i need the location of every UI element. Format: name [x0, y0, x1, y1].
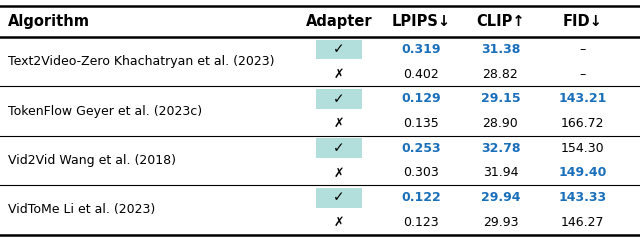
- Text: –: –: [579, 68, 586, 81]
- Text: 154.30: 154.30: [561, 142, 604, 155]
- Text: 0.303: 0.303: [403, 166, 439, 179]
- Text: 0.122: 0.122: [401, 191, 441, 204]
- Text: 31.94: 31.94: [483, 166, 518, 179]
- FancyBboxPatch shape: [316, 39, 362, 59]
- Text: ✓: ✓: [333, 141, 345, 155]
- Text: ✗: ✗: [334, 117, 344, 130]
- Text: 146.27: 146.27: [561, 216, 604, 229]
- Text: 0.135: 0.135: [403, 117, 439, 130]
- Text: ✗: ✗: [334, 166, 344, 179]
- Text: 143.21: 143.21: [558, 92, 607, 105]
- Text: 143.33: 143.33: [558, 191, 607, 204]
- Text: LPIPS↓: LPIPS↓: [392, 14, 451, 29]
- Text: FID↓: FID↓: [563, 14, 602, 29]
- Text: 149.40: 149.40: [558, 166, 607, 179]
- Text: 166.72: 166.72: [561, 117, 604, 130]
- Text: 0.129: 0.129: [401, 92, 441, 105]
- FancyBboxPatch shape: [316, 138, 362, 158]
- Text: Algorithm: Algorithm: [8, 14, 90, 29]
- Text: TokenFlow Geyer et al. (2023c): TokenFlow Geyer et al. (2023c): [8, 105, 202, 118]
- Text: ✓: ✓: [333, 191, 345, 205]
- Text: 32.78: 32.78: [481, 142, 520, 155]
- Text: 31.38: 31.38: [481, 43, 520, 56]
- Text: ✓: ✓: [333, 42, 345, 56]
- FancyBboxPatch shape: [316, 188, 362, 207]
- Text: ✓: ✓: [333, 92, 345, 106]
- Text: ✗: ✗: [334, 68, 344, 81]
- Text: Vid2Vid Wang et al. (2018): Vid2Vid Wang et al. (2018): [8, 154, 175, 167]
- Text: 29.93: 29.93: [483, 216, 518, 229]
- Text: 0.402: 0.402: [403, 68, 439, 81]
- Text: –: –: [579, 43, 586, 56]
- Text: 0.123: 0.123: [403, 216, 439, 229]
- Text: CLIP↑: CLIP↑: [476, 14, 525, 29]
- Text: 29.94: 29.94: [481, 191, 520, 204]
- Text: ✗: ✗: [334, 216, 344, 229]
- Text: 29.15: 29.15: [481, 92, 520, 105]
- Text: 28.82: 28.82: [483, 68, 518, 81]
- Text: 0.319: 0.319: [401, 43, 441, 56]
- FancyBboxPatch shape: [316, 89, 362, 109]
- Text: 0.253: 0.253: [401, 142, 441, 155]
- Text: Text2Video-Zero Khachatryan et al. (2023): Text2Video-Zero Khachatryan et al. (2023…: [8, 55, 274, 68]
- Text: Adapter: Adapter: [306, 14, 372, 29]
- Text: 28.90: 28.90: [483, 117, 518, 130]
- Text: VidToMe Li et al. (2023): VidToMe Li et al. (2023): [8, 203, 155, 217]
